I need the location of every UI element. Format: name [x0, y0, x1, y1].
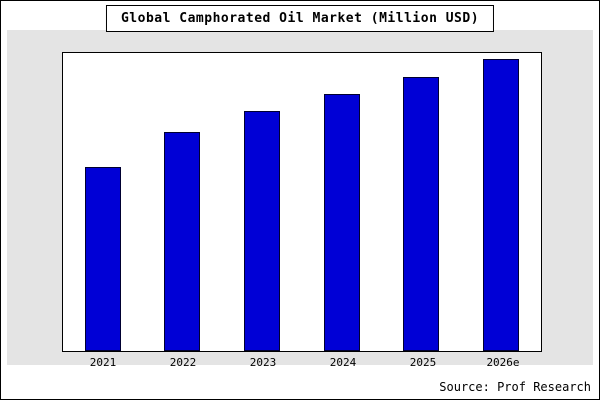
x-axis-labels: 2021 2022 2023 2024 2025 2026e [63, 356, 543, 369]
bar-2024 [323, 94, 360, 351]
bar-2021 [84, 167, 121, 351]
x-tick-label-2024: 2024 [329, 356, 357, 369]
x-tick-label-2021: 2021 [89, 356, 117, 369]
chart-title: Global Camphorated Oil Market (Million U… [105, 5, 495, 32]
x-tick-label-2023: 2023 [249, 356, 277, 369]
chart-panel: 2021 2022 2023 2024 2025 2026e [7, 30, 593, 369]
bar-2023 [244, 111, 281, 351]
bar-2022 [164, 131, 201, 351]
source-text: Source: Prof Research [439, 380, 591, 394]
x-tick-label-2025: 2025 [409, 356, 437, 369]
bar-2025 [403, 76, 440, 351]
x-tick-label-2026e: 2026e [486, 356, 520, 369]
plot-area [62, 52, 542, 352]
x-tick-label-2022: 2022 [169, 356, 197, 369]
bar-2026e [483, 58, 520, 351]
